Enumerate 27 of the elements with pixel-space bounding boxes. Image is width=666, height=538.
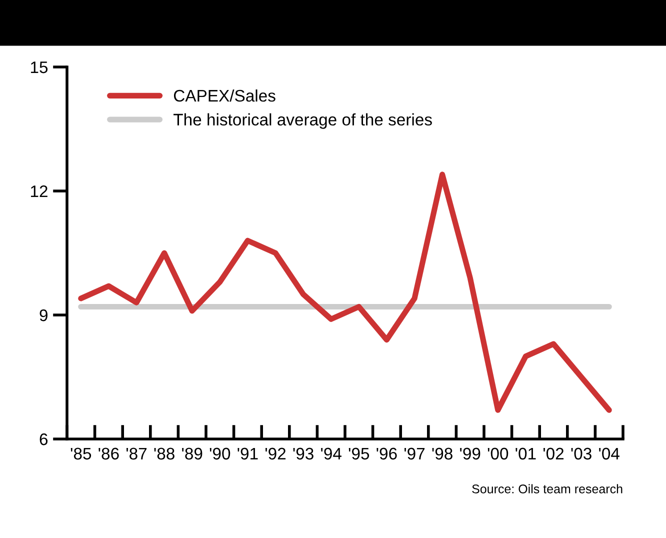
- legend-label: CAPEX/Sales: [174, 89, 276, 102]
- x-tick-label: '90: [210, 448, 230, 460]
- x-tick-label: '95: [348, 448, 370, 460]
- x-tick-label: '98: [432, 448, 452, 460]
- x-tick-label: '94: [321, 448, 342, 460]
- source-note: Source: Oils team research: [472, 484, 622, 494]
- y-tick-label: 12: [30, 185, 48, 198]
- legend-label: The historical average of the series: [174, 113, 432, 129]
- y-tick-label: 15: [30, 62, 48, 74]
- y-tick-label: 9: [40, 309, 48, 322]
- x-tick-label: '89: [182, 448, 202, 460]
- x-tick-label: '86: [98, 448, 119, 460]
- x-tick-label: '85: [70, 448, 92, 460]
- x-tick-label: '99: [460, 448, 480, 460]
- x-tick-label: '91: [238, 448, 258, 460]
- x-tick-label: '03: [571, 448, 592, 460]
- x-tick-label: '01: [516, 448, 536, 460]
- x-tick-label: '04: [599, 448, 620, 460]
- x-tick-label: '88: [154, 448, 174, 460]
- y-tick-label: 6: [40, 433, 48, 446]
- x-tick-label: '97: [404, 448, 425, 460]
- x-tick-label: '00: [488, 448, 508, 460]
- x-tick-label: '96: [376, 448, 397, 460]
- x-tick-label: '93: [293, 448, 314, 460]
- x-tick-label: '87: [126, 448, 147, 460]
- x-tick-label: '92: [265, 448, 286, 460]
- x-tick-label: '02: [543, 448, 564, 460]
